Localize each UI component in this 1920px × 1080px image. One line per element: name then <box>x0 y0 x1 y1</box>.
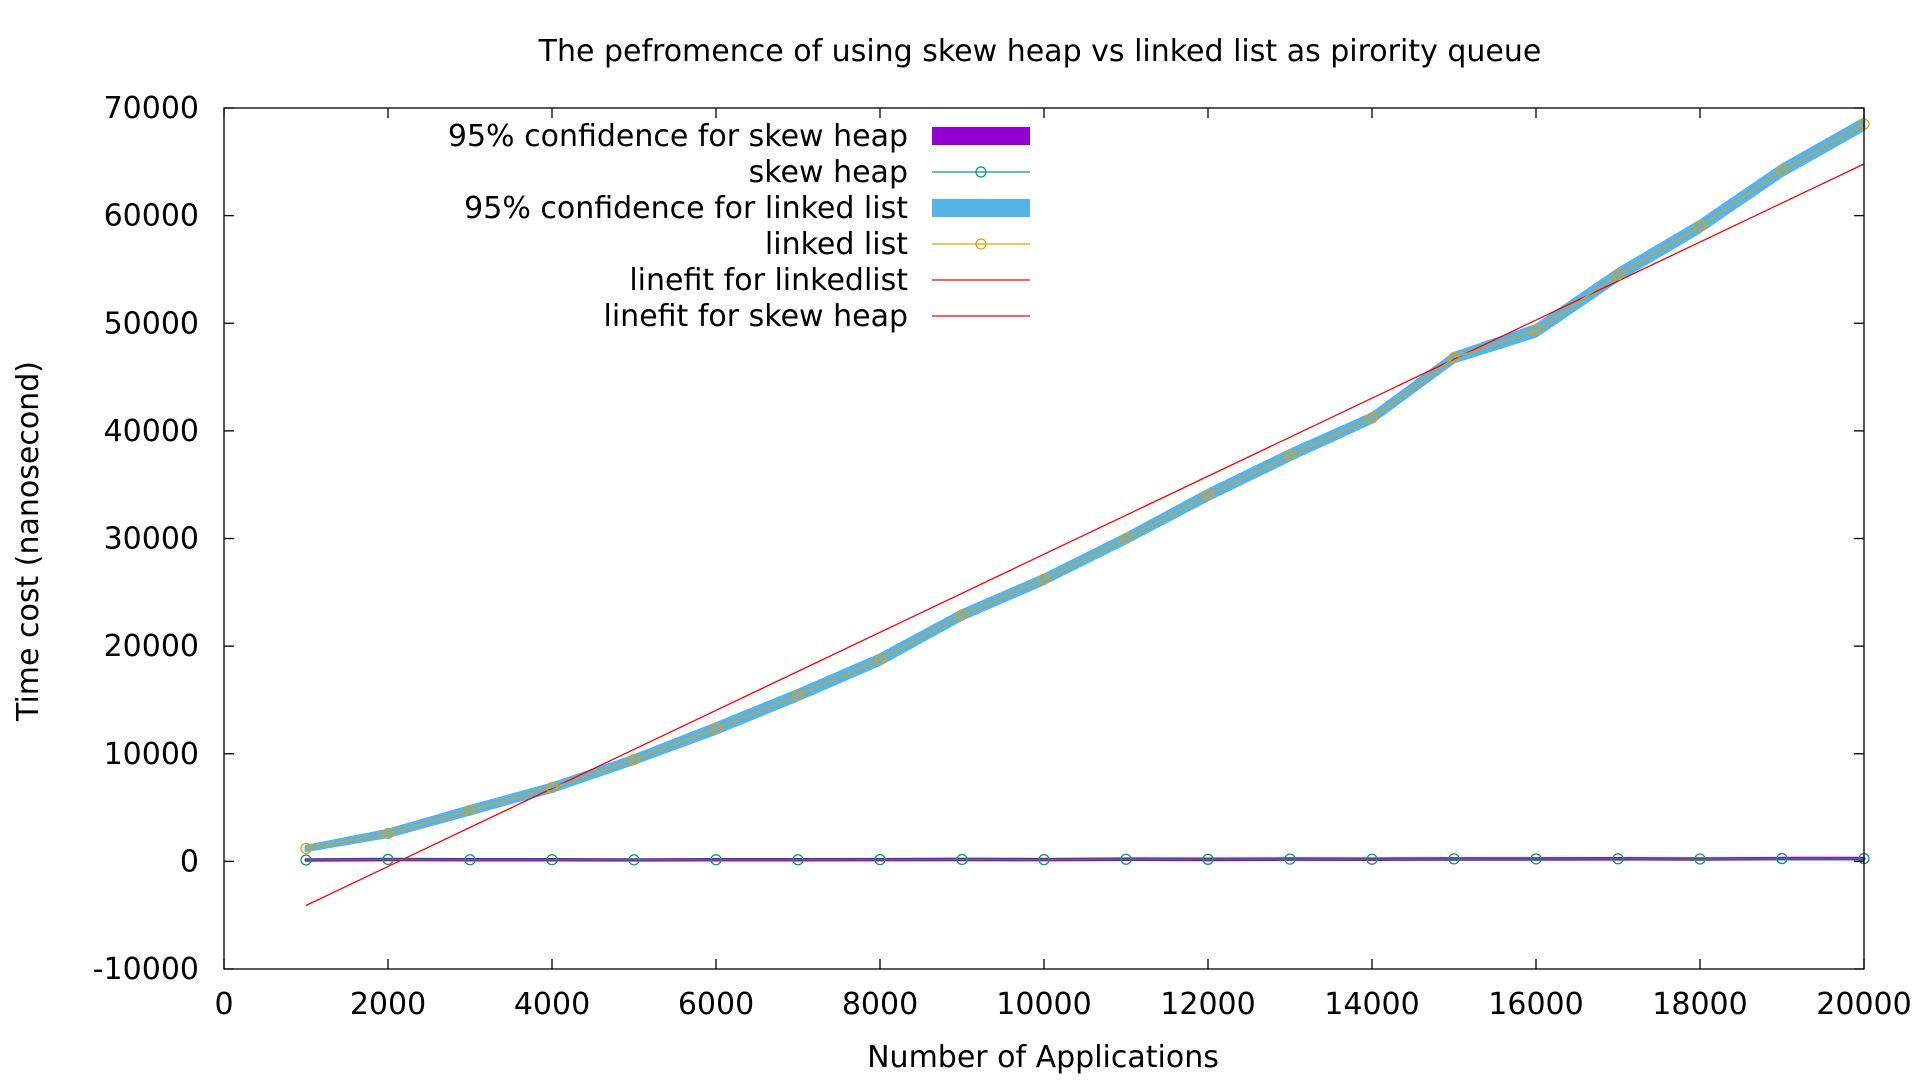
series-3-point <box>1530 325 1542 337</box>
series-1-point <box>1120 853 1132 865</box>
series-1-point <box>792 854 804 866</box>
series-1-point <box>874 854 886 866</box>
series-3-line <box>305 123 1865 850</box>
x-tick-label: 4000 <box>514 987 590 1022</box>
legend-label: linefit for linkedlist <box>629 263 908 298</box>
series-1-point <box>1530 853 1542 865</box>
x-tick-label: 2000 <box>350 987 426 1022</box>
legend-label: linked list <box>765 227 908 262</box>
plot-area <box>300 117 1870 907</box>
series-3-point <box>956 609 968 621</box>
series-1-point <box>1366 853 1378 865</box>
x-axis-label: Number of Applications <box>867 1040 1219 1075</box>
series-1-line <box>305 857 1864 861</box>
series-3-point <box>628 754 640 766</box>
x-tick-label: 0 <box>214 987 233 1022</box>
series-3-point <box>1120 532 1132 545</box>
series-3-point <box>464 804 476 816</box>
series-1-point <box>546 854 558 866</box>
legend-label: 95% confidence for linked list <box>464 191 908 226</box>
series-1-point <box>628 854 640 866</box>
series-3-point <box>1284 449 1296 461</box>
y-axis-label: Time cost (nanosecond) <box>11 361 46 722</box>
y-tick-label: 0 <box>180 844 199 879</box>
y-tick-label: 20000 <box>104 629 199 664</box>
series-3-point <box>300 842 312 855</box>
series-3-point <box>1448 352 1460 364</box>
axes: 0 2000 4000 6000 8000 10000 12000 14000 16000 180… <box>93 91 1912 1022</box>
series-3-point <box>792 689 804 701</box>
series-1-point <box>1284 853 1296 865</box>
series-1-point <box>956 853 968 866</box>
y-tick-label: 10000 <box>104 737 199 772</box>
series-3-point <box>546 782 558 794</box>
x-tick-label: 6000 <box>678 987 754 1022</box>
series-3-point <box>382 827 394 840</box>
y-tick-label: 40000 <box>104 414 199 449</box>
series-3-point <box>1038 573 1050 586</box>
series-1-point <box>382 853 394 866</box>
series-1-point <box>1202 853 1214 865</box>
series-4-fit-line <box>305 163 1865 907</box>
legend-swatch <box>932 127 1030 145</box>
x-tick-label: 10000 <box>996 987 1091 1022</box>
series-3-point <box>1612 269 1624 281</box>
series-3-point <box>1202 489 1214 501</box>
series-1-point <box>464 854 476 866</box>
series-2-band <box>304 117 1866 853</box>
series-1-point <box>1776 852 1788 865</box>
x-tick-label: 20000 <box>1816 987 1911 1022</box>
plot-frame <box>223 107 1865 970</box>
series-1-point <box>300 854 312 866</box>
legend-label: 95% confidence for skew heap <box>448 119 908 154</box>
y-tick-label: 30000 <box>104 522 199 557</box>
series-1-point <box>1694 853 1706 865</box>
y-tick-label: -10000 <box>93 952 199 987</box>
x-tick-label: 14000 <box>1324 987 1419 1022</box>
legend-marker <box>975 166 987 178</box>
legend-swatch <box>932 199 1030 217</box>
x-tick-label: 16000 <box>1488 987 1583 1022</box>
series-3-point <box>1694 220 1706 233</box>
x-tick-label: 8000 <box>842 987 918 1022</box>
y-tick-label: 50000 <box>104 306 199 341</box>
series-3-point <box>874 653 886 666</box>
y-tick-label: 60000 <box>104 199 199 234</box>
x-tick-label: 12000 <box>1160 987 1255 1022</box>
series-3-point <box>710 722 722 735</box>
series-1-point <box>1038 854 1050 866</box>
series-1-point <box>1448 853 1460 865</box>
legend-label: skew heap <box>749 155 908 190</box>
series-3-point <box>1366 412 1378 424</box>
x-tick-label: 18000 <box>1652 987 1747 1022</box>
legend-label: linefit for skew heap <box>604 299 908 334</box>
series-1-point <box>710 854 722 866</box>
chart-title: The pefromence of using skew heap vs lin… <box>538 34 1542 69</box>
y-tick-label: 70000 <box>104 91 199 126</box>
series-3-point <box>1776 164 1788 177</box>
legend-marker <box>975 238 987 250</box>
series-1-point <box>1612 853 1624 865</box>
